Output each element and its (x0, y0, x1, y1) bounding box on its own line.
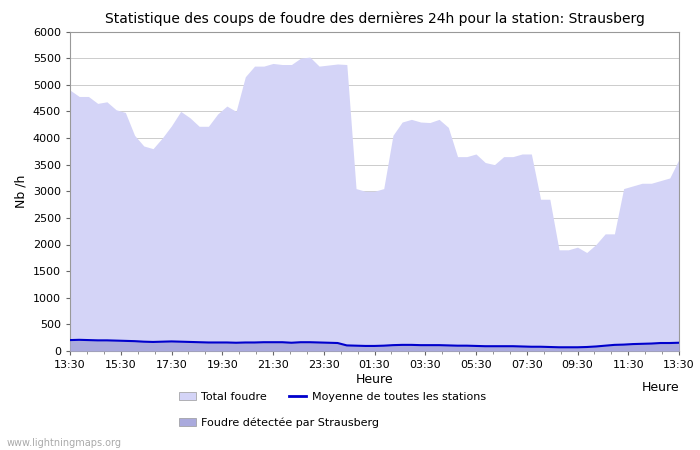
Text: www.lightningmaps.org: www.lightningmaps.org (7, 438, 122, 448)
Y-axis label: Nb /h: Nb /h (14, 175, 27, 208)
Legend: Foudre détectée par Strausberg: Foudre détectée par Strausberg (179, 417, 379, 428)
Title: Statistique des coups de foudre des dernières 24h pour la station: Strausberg: Statistique des coups de foudre des dern… (104, 12, 645, 26)
Text: Heure: Heure (641, 381, 679, 394)
X-axis label: Heure: Heure (356, 373, 393, 386)
